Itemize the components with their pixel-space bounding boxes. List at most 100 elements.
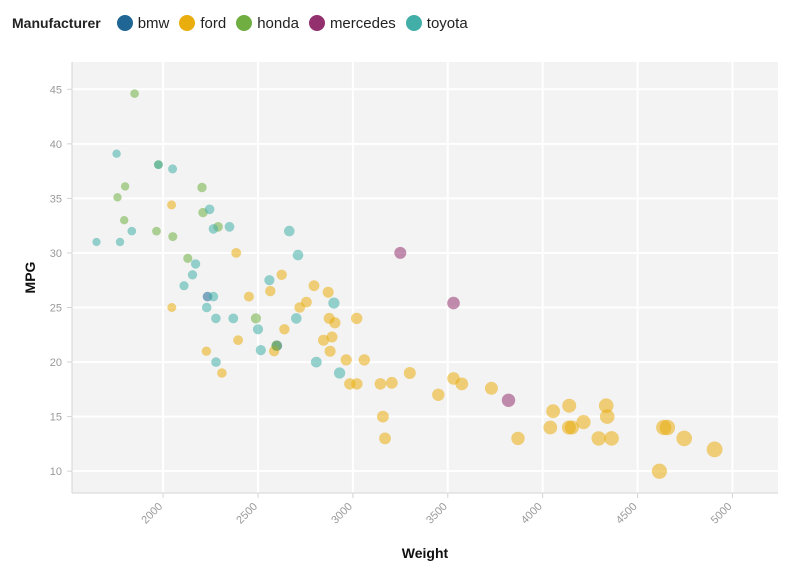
data-point-ford[interactable] xyxy=(167,303,177,312)
data-point-toyota[interactable] xyxy=(211,357,221,367)
data-point-ford[interactable] xyxy=(562,398,577,413)
data-point-ford[interactable] xyxy=(265,285,276,297)
x-tick-label: 5000 xyxy=(709,501,735,527)
data-point-toyota[interactable] xyxy=(264,275,275,286)
data-point-ford[interactable] xyxy=(379,432,391,445)
data-point-ford[interactable] xyxy=(308,280,320,292)
y-tick-label: 20 xyxy=(50,357,62,369)
data-point-toyota[interactable] xyxy=(112,149,121,158)
legend-label-toyota: toyota xyxy=(426,14,468,32)
legend-item-bmw[interactable]: bmw xyxy=(116,15,169,32)
data-point-ford[interactable] xyxy=(385,376,398,389)
y-tick-label: 35 xyxy=(50,193,62,205)
data-point-ford[interactable] xyxy=(301,296,312,308)
data-point-ford[interactable] xyxy=(231,248,242,258)
data-point-honda[interactable] xyxy=(271,340,282,351)
data-point-ford[interactable] xyxy=(322,286,334,298)
data-point-ford[interactable] xyxy=(546,404,560,419)
data-point-toyota[interactable] xyxy=(328,297,340,309)
data-point-ford[interactable] xyxy=(318,334,329,346)
data-point-toyota[interactable] xyxy=(201,302,212,313)
data-point-honda[interactable] xyxy=(120,182,130,191)
legend-item-toyota[interactable]: toyota xyxy=(405,14,468,32)
data-point-honda[interactable] xyxy=(120,216,129,225)
data-point-ford[interactable] xyxy=(604,431,619,446)
data-point-ford[interactable] xyxy=(543,420,558,435)
data-point-toyota[interactable] xyxy=(228,313,239,324)
data-point-toyota[interactable] xyxy=(168,164,178,174)
data-point-ford[interactable] xyxy=(351,378,363,390)
data-point-ford[interactable] xyxy=(676,430,692,447)
data-point-toyota[interactable] xyxy=(92,237,101,247)
x-axis-title: Weight xyxy=(402,545,449,561)
data-point-toyota[interactable] xyxy=(154,160,163,170)
data-point-ford[interactable] xyxy=(276,269,287,280)
data-point-ford[interactable] xyxy=(484,381,498,395)
data-point-toyota[interactable] xyxy=(190,259,201,269)
data-point-honda[interactable] xyxy=(152,226,161,236)
x-tick-label: 2500 xyxy=(234,501,260,527)
data-point-ford[interactable] xyxy=(599,409,615,424)
data-point-ford[interactable] xyxy=(591,431,606,446)
y-tick-label: 25 xyxy=(50,303,62,315)
y-tick-label: 15 xyxy=(50,412,62,424)
x-tick-label: 4000 xyxy=(519,501,545,527)
data-point-honda[interactable] xyxy=(130,89,139,98)
data-point-ford[interactable] xyxy=(706,441,723,458)
gridlines xyxy=(72,62,778,493)
data-point-mercedes[interactable] xyxy=(501,393,516,407)
data-point-toyota[interactable] xyxy=(334,367,346,379)
data-point-toyota[interactable] xyxy=(310,356,322,368)
data-point-ford[interactable] xyxy=(511,431,525,446)
data-point-ford[interactable] xyxy=(374,378,387,390)
data-point-ford[interactable] xyxy=(243,291,254,302)
data-point-ford[interactable] xyxy=(455,377,469,391)
data-point-toyota[interactable] xyxy=(292,249,304,261)
legend-item-honda[interactable]: honda xyxy=(236,15,299,32)
data-point-toyota[interactable] xyxy=(127,226,137,236)
data-point-ford[interactable] xyxy=(432,388,445,401)
data-point-ford[interactable] xyxy=(340,354,352,366)
data-point-mercedes[interactable] xyxy=(447,296,460,310)
data-point-toyota[interactable] xyxy=(187,270,198,280)
data-point-ford[interactable] xyxy=(659,419,676,436)
data-point-honda[interactable] xyxy=(183,253,193,263)
data-point-honda[interactable] xyxy=(168,232,178,242)
data-point-toyota[interactable] xyxy=(204,204,215,215)
data-point-honda[interactable] xyxy=(113,193,122,202)
data-point-ford[interactable] xyxy=(217,368,227,378)
data-point-toyota[interactable] xyxy=(208,224,219,234)
data-point-toyota[interactable] xyxy=(115,237,125,247)
data-point-ford[interactable] xyxy=(576,415,591,430)
data-point-ford[interactable] xyxy=(564,420,579,435)
data-point-toyota[interactable] xyxy=(179,281,189,291)
data-point-ford[interactable] xyxy=(167,200,177,210)
data-point-ford[interactable] xyxy=(201,346,212,356)
data-point-toyota[interactable] xyxy=(255,345,266,356)
data-point-ford[interactable] xyxy=(351,312,363,325)
data-point-ford[interactable] xyxy=(326,331,338,343)
data-point-ford[interactable] xyxy=(377,410,389,423)
data-point-toyota[interactable] xyxy=(208,291,219,302)
data-point-toyota[interactable] xyxy=(291,313,302,324)
data-point-toyota[interactable] xyxy=(211,313,221,324)
data-point-ford[interactable] xyxy=(403,367,416,379)
data-point-ford[interactable] xyxy=(329,317,341,329)
legend-label-honda: honda xyxy=(257,14,299,32)
legend-item-mercedes[interactable]: mercedes xyxy=(308,15,396,32)
data-point-toyota[interactable] xyxy=(252,324,264,335)
data-point-ford[interactable] xyxy=(358,354,370,366)
data-point-ford[interactable] xyxy=(233,335,244,346)
data-point-toyota[interactable] xyxy=(224,221,235,232)
data-point-ford[interactable] xyxy=(324,345,336,357)
legend-item-ford[interactable]: ford xyxy=(179,15,226,32)
data-point-ford[interactable] xyxy=(651,463,668,479)
data-point-toyota[interactable] xyxy=(284,225,295,237)
x-tick-label: 4500 xyxy=(614,501,640,527)
data-point-ford[interactable] xyxy=(598,398,614,414)
legend-label-ford: ford xyxy=(200,14,227,32)
data-point-mercedes[interactable] xyxy=(394,246,407,259)
data-point-honda[interactable] xyxy=(250,313,261,324)
data-point-ford[interactable] xyxy=(279,324,290,335)
data-point-honda[interactable] xyxy=(197,182,207,193)
